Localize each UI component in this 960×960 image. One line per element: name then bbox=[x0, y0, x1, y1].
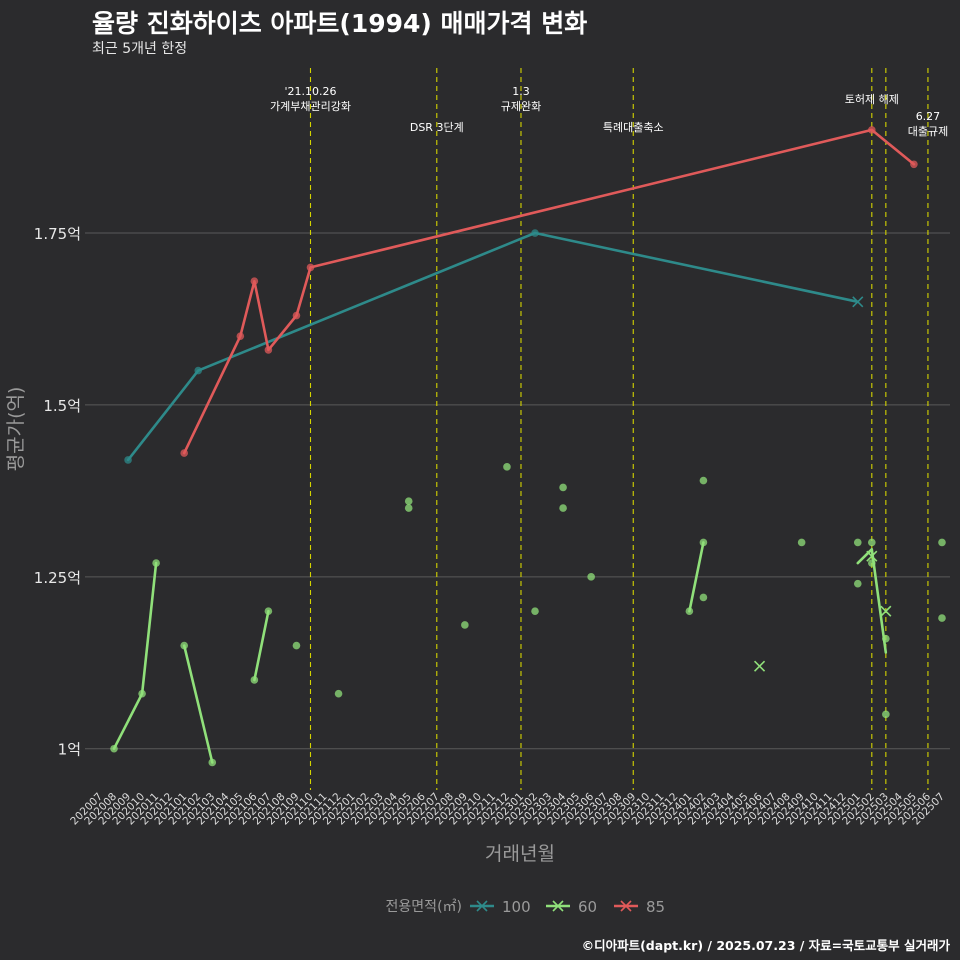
series-100 bbox=[124, 229, 864, 464]
cross-marker bbox=[880, 605, 892, 617]
legend-item-60: 60 bbox=[546, 898, 597, 916]
data-point bbox=[250, 277, 259, 285]
data-point bbox=[334, 689, 343, 698]
series-60 bbox=[110, 463, 946, 767]
data-point bbox=[208, 758, 217, 767]
data-point bbox=[685, 607, 694, 616]
cross-stroke bbox=[552, 900, 564, 912]
event-label: 1.3 규제완화 bbox=[501, 85, 541, 113]
event-label: 특례대출축소 bbox=[603, 121, 664, 134]
data-point bbox=[194, 366, 203, 375]
cross-marker bbox=[866, 550, 878, 562]
legend-item-100: 100 bbox=[470, 898, 531, 916]
data-point bbox=[559, 483, 567, 492]
data-point bbox=[404, 504, 413, 512]
series-line bbox=[182, 128, 916, 455]
series-line bbox=[182, 644, 214, 764]
data-point bbox=[868, 559, 876, 567]
data-point bbox=[699, 593, 708, 602]
data-point bbox=[503, 463, 511, 471]
series-layer bbox=[110, 126, 946, 767]
cross-stroke bbox=[753, 660, 766, 672]
data-point bbox=[853, 579, 862, 588]
data-point bbox=[461, 621, 469, 629]
chart-subtitle: 최근 5개년 한정 bbox=[92, 41, 188, 57]
cross-stroke bbox=[866, 550, 878, 562]
data-point bbox=[559, 504, 567, 512]
data-point bbox=[180, 641, 188, 650]
data-point bbox=[180, 449, 188, 457]
legend-label: 85 bbox=[646, 898, 665, 916]
y-tick-label: 1억 bbox=[58, 741, 81, 759]
data-point bbox=[910, 160, 918, 169]
cross-marker bbox=[476, 900, 488, 912]
data-point bbox=[531, 229, 539, 237]
series-line bbox=[112, 561, 158, 750]
data-point bbox=[853, 538, 862, 547]
data-point bbox=[868, 538, 876, 547]
data-point bbox=[882, 710, 890, 719]
y-tick-label: 1.5억 bbox=[43, 397, 81, 415]
legend-label: 60 bbox=[578, 898, 597, 916]
data-point bbox=[882, 634, 890, 643]
series-line bbox=[688, 541, 705, 613]
data-point bbox=[699, 476, 708, 485]
event-label: 토허제 해제 bbox=[845, 92, 899, 106]
data-point bbox=[264, 346, 273, 354]
legend: 전용면적(㎡) 100 60 85 bbox=[386, 898, 666, 916]
data-point bbox=[404, 497, 413, 506]
cross-marker bbox=[552, 900, 564, 912]
event-label: '21.10.26 가계부채관리강화 bbox=[270, 85, 351, 113]
data-point bbox=[587, 573, 595, 581]
data-point bbox=[938, 614, 946, 622]
x-axis-title: 거래년월 bbox=[485, 843, 555, 865]
legend-label: 100 bbox=[502, 898, 531, 916]
series-line bbox=[253, 609, 270, 682]
data-point bbox=[699, 538, 708, 547]
series-85 bbox=[180, 126, 918, 457]
data-point bbox=[152, 559, 160, 567]
series-line bbox=[856, 548, 888, 654]
axes: 1억1.25억1.5억1.75억202007202008202009202010… bbox=[5, 225, 947, 865]
data-point bbox=[124, 456, 132, 464]
data-point bbox=[236, 332, 245, 340]
y-axis-title: 평균가(억) bbox=[5, 387, 27, 472]
data-point bbox=[250, 676, 259, 684]
data-point bbox=[292, 641, 301, 650]
data-point bbox=[797, 538, 806, 547]
cross-marker bbox=[753, 660, 766, 672]
y-tick-label: 1.25억 bbox=[34, 569, 81, 587]
cross-stroke bbox=[852, 296, 864, 308]
data-point bbox=[868, 126, 876, 134]
source-caption: ©디아파트(dapt.kr) / 2025.07.23 / 자료=국토교통부 실… bbox=[581, 938, 950, 953]
chart-title: 율량 진화하이츠 아파트(1994) 매매가격 변화 bbox=[92, 9, 588, 38]
cross-marker bbox=[852, 296, 864, 308]
data-point bbox=[264, 607, 273, 616]
data-point bbox=[110, 744, 118, 753]
cross-stroke bbox=[476, 900, 488, 912]
data-point bbox=[138, 689, 146, 698]
data-point bbox=[938, 538, 946, 547]
cross-marker bbox=[620, 900, 632, 912]
data-point bbox=[531, 607, 539, 616]
cross-stroke bbox=[620, 900, 632, 912]
legend-title: 전용면적(㎡) bbox=[386, 899, 462, 915]
data-point bbox=[306, 263, 315, 272]
event-label: DSR 3단계 bbox=[410, 121, 464, 134]
data-point bbox=[292, 311, 301, 320]
event-label: 6.27 대출규제 bbox=[908, 110, 948, 138]
cross-stroke bbox=[880, 605, 892, 617]
series-line bbox=[126, 231, 860, 462]
gridlines bbox=[85, 232, 950, 750]
y-tick-label: 1.75억 bbox=[34, 225, 81, 243]
legend-item-85: 85 bbox=[614, 898, 665, 916]
